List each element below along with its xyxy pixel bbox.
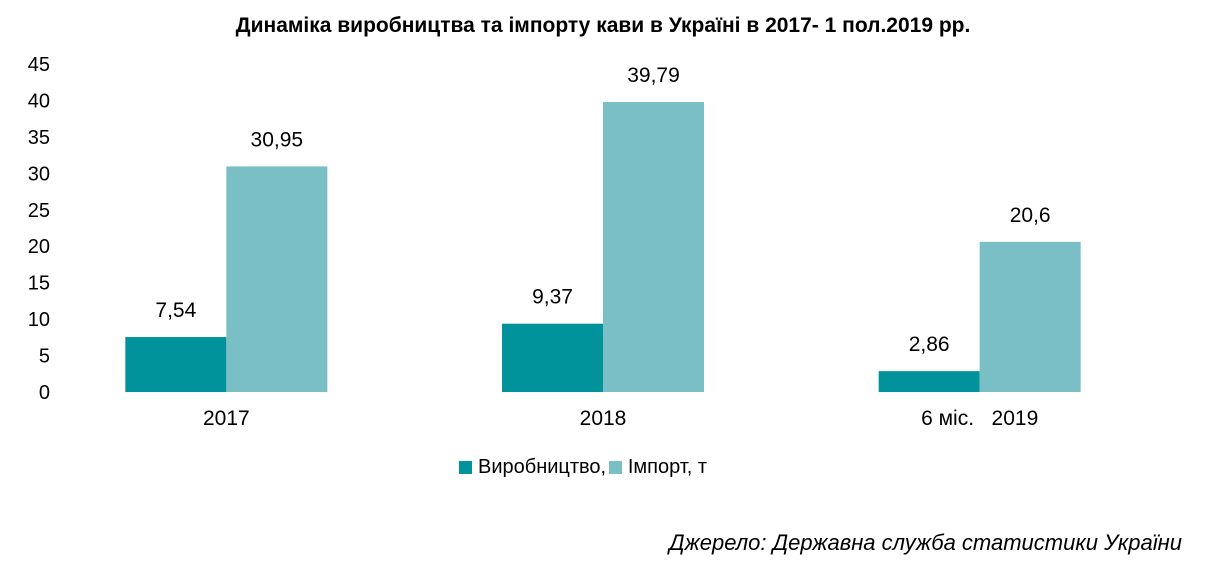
x-category-label: 2018 xyxy=(580,407,627,430)
bar-import xyxy=(226,166,328,392)
bar-production xyxy=(878,371,980,392)
data-label: 20,6 xyxy=(1010,204,1051,227)
y-tick-label: 0 xyxy=(39,382,50,404)
y-tick-label: 5 xyxy=(39,346,50,368)
y-tick-label: 25 xyxy=(28,200,50,222)
legend-swatch-import xyxy=(608,461,622,474)
bar-production xyxy=(502,323,603,392)
chart-title: Динаміка виробництва та імпорту кави в У… xyxy=(235,14,971,37)
y-tick-label: 35 xyxy=(28,127,50,149)
bar-production xyxy=(125,337,227,392)
data-label: 2,86 xyxy=(909,333,950,356)
y-tick-label: 40 xyxy=(28,90,50,112)
data-label: 39,79 xyxy=(627,64,680,87)
bar-import xyxy=(603,101,704,393)
legend-label-import: Імпорт, т xyxy=(627,456,707,478)
legend-label-production: Виробництво, т xyxy=(477,456,621,478)
legend: Виробництво, т Імпорт, т xyxy=(0,456,1206,479)
y-tick-label: 20 xyxy=(28,236,50,258)
x-category-label: 6 міс. 2019 xyxy=(921,407,1038,430)
legend-item-production: Виробництво, т xyxy=(458,456,621,479)
y-tick-label: 30 xyxy=(28,163,50,185)
legend-swatch-production xyxy=(458,461,472,474)
legend-item-import: Імпорт, т xyxy=(608,456,707,479)
x-category-label: 2017 xyxy=(203,407,250,430)
data-label: 30,95 xyxy=(251,128,304,151)
y-tick-label: 10 xyxy=(28,309,50,331)
source-note: Джерело: Державна служба статистики Укра… xyxy=(669,530,1182,555)
data-label: 7,54 xyxy=(155,299,196,322)
data-label: 9,37 xyxy=(532,286,573,309)
bar-import xyxy=(979,241,1081,392)
y-tick-label: 45 xyxy=(28,54,50,76)
y-tick-label: 15 xyxy=(28,273,50,295)
